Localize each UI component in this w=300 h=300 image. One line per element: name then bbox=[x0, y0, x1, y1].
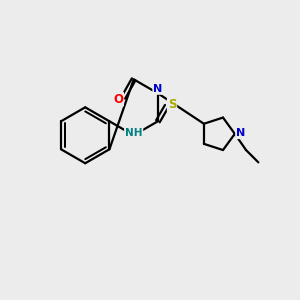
Text: S: S bbox=[168, 98, 176, 111]
Text: N: N bbox=[153, 84, 163, 94]
Text: NH: NH bbox=[125, 128, 142, 138]
Text: N: N bbox=[236, 128, 245, 138]
Text: O: O bbox=[113, 93, 123, 106]
